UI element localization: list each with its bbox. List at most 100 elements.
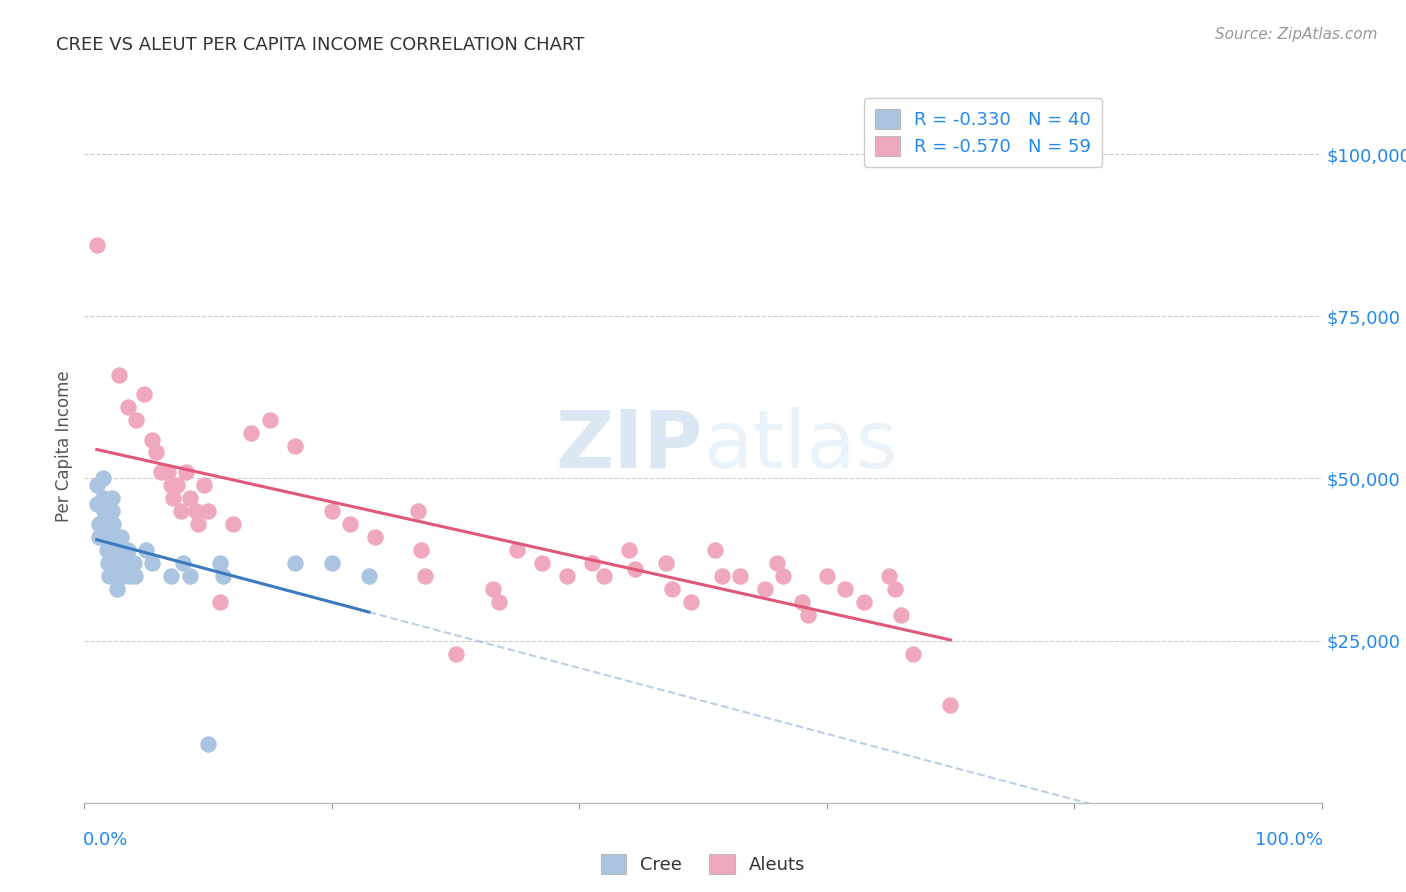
Point bbox=[172, 556, 194, 570]
Point bbox=[110, 530, 132, 544]
Point bbox=[240, 425, 263, 440]
Point bbox=[96, 530, 118, 544]
Text: ZIP: ZIP bbox=[555, 407, 703, 485]
Point bbox=[815, 568, 838, 582]
Point bbox=[339, 516, 361, 531]
Point bbox=[679, 595, 702, 609]
Point bbox=[86, 497, 108, 511]
Point bbox=[111, 556, 134, 570]
Point bbox=[197, 738, 219, 752]
Point bbox=[209, 556, 232, 570]
Point bbox=[112, 568, 135, 582]
Text: atlas: atlas bbox=[703, 407, 897, 485]
Legend: R = -0.330   N = 40, R = -0.570   N = 59: R = -0.330 N = 40, R = -0.570 N = 59 bbox=[863, 98, 1102, 167]
Point bbox=[222, 516, 245, 531]
Point bbox=[91, 471, 114, 485]
Point bbox=[555, 568, 578, 582]
Point bbox=[209, 595, 232, 609]
Point bbox=[790, 595, 813, 609]
Y-axis label: Per Capita Income: Per Capita Income bbox=[55, 370, 73, 522]
Point bbox=[284, 556, 307, 570]
Point bbox=[166, 478, 188, 492]
Point bbox=[357, 568, 380, 582]
Point bbox=[150, 465, 173, 479]
Text: CREE VS ALEUT PER CAPITA INCOME CORRELATION CHART: CREE VS ALEUT PER CAPITA INCOME CORRELAT… bbox=[56, 36, 585, 54]
Point bbox=[117, 400, 139, 414]
Point bbox=[97, 556, 120, 570]
Point bbox=[772, 568, 794, 582]
Point bbox=[321, 504, 343, 518]
Point bbox=[122, 556, 145, 570]
Point bbox=[766, 556, 789, 570]
Point bbox=[89, 516, 111, 531]
Point bbox=[101, 516, 124, 531]
Point bbox=[624, 562, 647, 576]
Point bbox=[101, 530, 124, 544]
Point bbox=[118, 556, 141, 570]
Point bbox=[754, 582, 776, 596]
Point bbox=[488, 595, 510, 609]
Text: Source: ZipAtlas.com: Source: ZipAtlas.com bbox=[1215, 27, 1378, 42]
Point bbox=[581, 556, 603, 570]
Point bbox=[157, 465, 180, 479]
Point bbox=[132, 387, 155, 401]
Point bbox=[481, 582, 503, 596]
Point bbox=[145, 445, 167, 459]
Point bbox=[124, 568, 146, 582]
Point bbox=[125, 413, 148, 427]
Point bbox=[174, 465, 197, 479]
Point bbox=[197, 504, 219, 518]
Text: 100.0%: 100.0% bbox=[1256, 831, 1323, 849]
Point bbox=[160, 478, 183, 492]
Point bbox=[890, 607, 912, 622]
Point bbox=[94, 516, 117, 531]
Point bbox=[108, 368, 131, 382]
Point bbox=[179, 491, 201, 505]
Point bbox=[877, 568, 900, 582]
Point bbox=[96, 542, 118, 557]
Point bbox=[160, 568, 183, 582]
Point bbox=[98, 568, 121, 582]
Point bbox=[617, 542, 640, 557]
Point bbox=[93, 504, 115, 518]
Point bbox=[117, 542, 139, 557]
Point bbox=[413, 568, 436, 582]
Point bbox=[86, 478, 108, 492]
Point bbox=[661, 582, 683, 596]
Point bbox=[212, 568, 235, 582]
Point bbox=[135, 542, 157, 557]
Point bbox=[364, 530, 387, 544]
Point bbox=[852, 595, 875, 609]
Legend: Cree, Aleuts: Cree, Aleuts bbox=[600, 855, 806, 874]
Point bbox=[141, 556, 163, 570]
Point bbox=[104, 556, 127, 570]
Point bbox=[728, 568, 751, 582]
Point bbox=[89, 530, 111, 544]
Point bbox=[100, 504, 122, 518]
Point bbox=[141, 433, 163, 447]
Point bbox=[834, 582, 856, 596]
Point bbox=[162, 491, 184, 505]
Point bbox=[883, 582, 905, 596]
Point bbox=[187, 516, 209, 531]
Point bbox=[170, 504, 193, 518]
Point bbox=[655, 556, 678, 570]
Text: 0.0%: 0.0% bbox=[83, 831, 128, 849]
Point bbox=[100, 491, 122, 505]
Point bbox=[110, 542, 132, 557]
Point bbox=[120, 568, 142, 582]
Point bbox=[184, 504, 207, 518]
Point bbox=[86, 238, 108, 252]
Point bbox=[104, 568, 127, 582]
Point bbox=[704, 542, 727, 557]
Point bbox=[103, 542, 125, 557]
Point bbox=[710, 568, 733, 582]
Point bbox=[531, 556, 554, 570]
Point bbox=[444, 647, 467, 661]
Point bbox=[91, 491, 114, 505]
Point bbox=[939, 698, 962, 713]
Point bbox=[284, 439, 307, 453]
Point bbox=[193, 478, 215, 492]
Point bbox=[797, 607, 820, 622]
Point bbox=[259, 413, 281, 427]
